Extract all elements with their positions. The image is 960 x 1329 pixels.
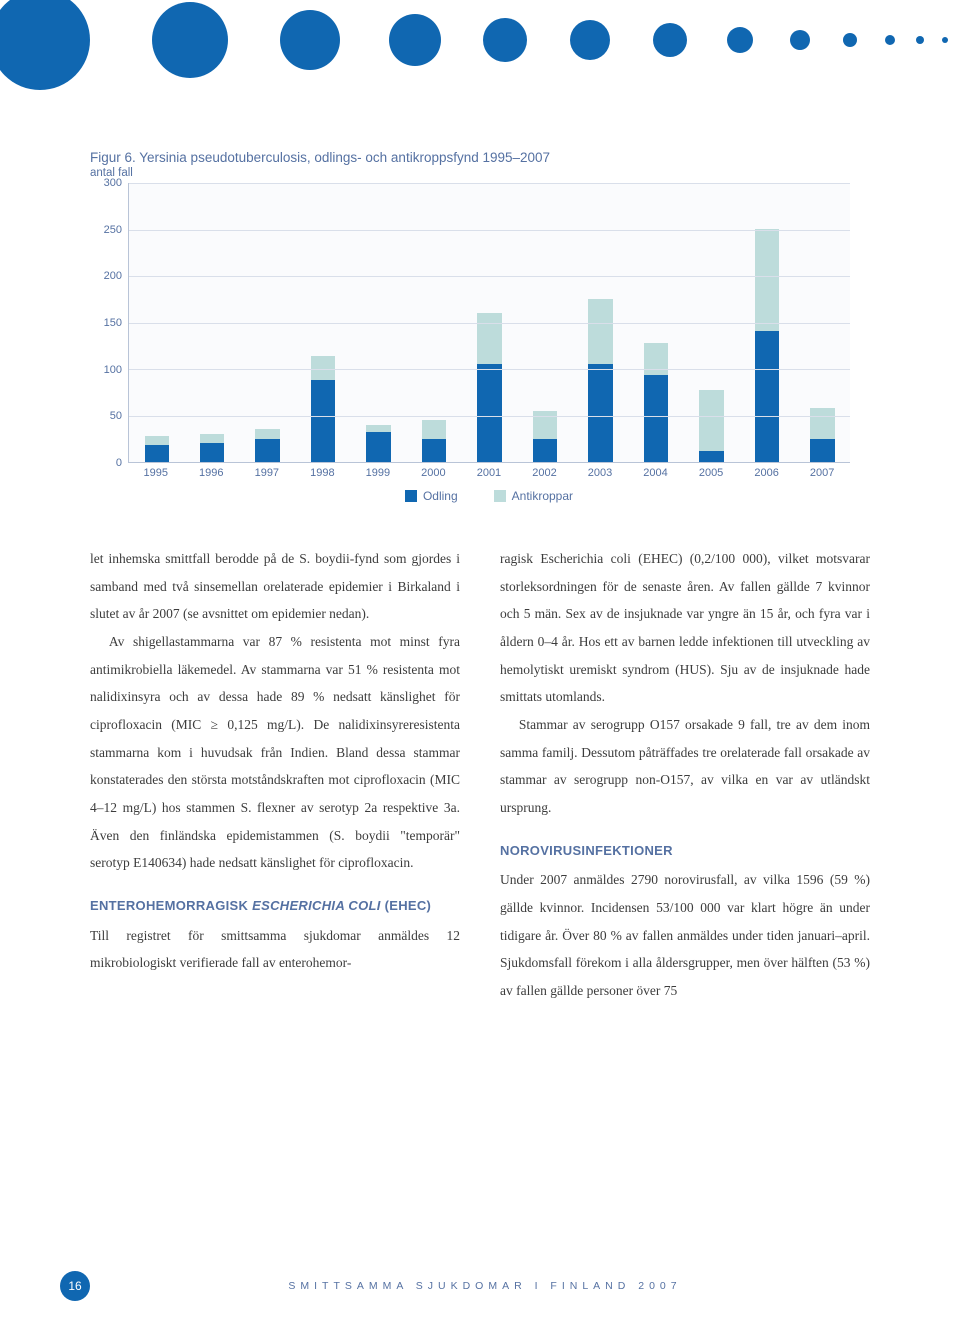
- bar-segment: [644, 343, 668, 376]
- bar-segment: [422, 439, 446, 462]
- chart-title: Figur 6. Yersinia pseudotuberculosis, od…: [90, 150, 870, 165]
- left-column: let inhemska smittfall berodde på de S. …: [90, 545, 460, 1005]
- bar-segment: [255, 439, 279, 462]
- bar: [366, 425, 390, 462]
- bar-segment: [311, 380, 335, 462]
- x-tick-label: 2002: [517, 467, 573, 479]
- bar-segment: [200, 434, 224, 443]
- x-tick-label: 2003: [572, 467, 628, 479]
- x-tick-label: 2006: [739, 467, 795, 479]
- chart-ylabel: antal fall: [90, 167, 870, 179]
- x-tick-label: 2005: [683, 467, 739, 479]
- page-footer: 16 SMITTSAMMA SJUKDOMAR I FINLAND 2007: [0, 1271, 960, 1301]
- bar-segment: [699, 390, 723, 451]
- bar: [255, 429, 279, 462]
- y-tick-label: 150: [104, 317, 122, 329]
- bar: [200, 434, 224, 462]
- bar-segment: [810, 439, 834, 462]
- bar: [477, 313, 501, 462]
- legend-item: Antikroppar: [494, 489, 573, 503]
- x-tick-label: 2000: [406, 467, 462, 479]
- y-tick-label: 100: [104, 364, 122, 376]
- x-tick-label: 1995: [128, 467, 184, 479]
- bar-segment: [311, 356, 335, 380]
- chart-legend: Odling Antikroppar: [128, 489, 850, 505]
- body-paragraph: Av shigellastammarna var 87 % resistenta…: [90, 628, 460, 877]
- x-axis: 1995199619971998199920002001200220032004…: [128, 467, 850, 479]
- legend-swatch: [494, 490, 506, 502]
- bar-segment: [588, 299, 612, 364]
- bar-segment: [644, 375, 668, 462]
- x-tick-label: 1997: [239, 467, 295, 479]
- page-content: Figur 6. Yersinia pseudotuberculosis, od…: [90, 150, 870, 1005]
- y-tick-label: 250: [104, 224, 122, 236]
- x-tick-label: 1999: [350, 467, 406, 479]
- bar-segment: [810, 408, 834, 439]
- body-columns: let inhemska smittfall berodde på de S. …: [90, 545, 870, 1005]
- legend-label: Antikroppar: [512, 489, 573, 503]
- right-column: ragisk Escherichia coli (EHEC) (0,2/100 …: [500, 545, 870, 1005]
- section-heading: ENTEROHEMORRAGISK ESCHERICHIA COLI (EHEC…: [90, 893, 460, 920]
- bar-segment: [588, 364, 612, 462]
- bar: [422, 420, 446, 462]
- bar: [644, 343, 668, 462]
- page-number-badge: 16: [60, 1271, 90, 1301]
- body-paragraph: Stammar av serogrupp O157 orsakade 9 fal…: [500, 711, 870, 822]
- section-heading: NOROVIRUSINFEKTIONER: [500, 838, 870, 865]
- stacked-bar-chart: 050100150200250300 199519961997199819992…: [90, 183, 850, 505]
- x-tick-label: 1996: [184, 467, 240, 479]
- body-paragraph: ragisk Escherichia coli (EHEC) (0,2/100 …: [500, 545, 870, 711]
- bar-segment: [255, 429, 279, 438]
- x-tick-label: 2007: [794, 467, 850, 479]
- y-tick-label: 50: [110, 410, 122, 422]
- y-tick-label: 0: [116, 457, 122, 469]
- bar-segment: [366, 425, 390, 432]
- bar: [533, 411, 557, 462]
- bar-segment: [755, 331, 779, 462]
- bar-segment: [422, 420, 446, 439]
- bar-segment: [699, 451, 723, 462]
- x-tick-label: 1998: [295, 467, 351, 479]
- bar-segment: [533, 439, 557, 462]
- x-tick-label: 2001: [461, 467, 517, 479]
- legend-label: Odling: [423, 489, 458, 503]
- body-paragraph: Till registret för smittsamma sjukdomar …: [90, 922, 460, 977]
- plot-area: [128, 183, 850, 463]
- bar-segment: [477, 364, 501, 462]
- body-paragraph: let inhemska smittfall berodde på de S. …: [90, 545, 460, 628]
- bar: [311, 356, 335, 462]
- bar-segment: [366, 432, 390, 462]
- y-tick-label: 200: [104, 270, 122, 282]
- footer-text: SMITTSAMMA SJUKDOMAR I FINLAND 2007: [90, 1280, 960, 1292]
- x-tick-label: 2004: [628, 467, 684, 479]
- header-circles-decoration: [0, 0, 960, 110]
- legend-swatch: [405, 490, 417, 502]
- y-axis: 050100150200250300: [90, 183, 128, 463]
- bar: [145, 436, 169, 462]
- bar: [755, 229, 779, 462]
- body-paragraph: Under 2007 anmäldes 2790 norovirusfall, …: [500, 866, 870, 1004]
- bar: [699, 390, 723, 462]
- bar-segment: [755, 229, 779, 332]
- bar-segment: [477, 313, 501, 364]
- y-tick-label: 300: [104, 177, 122, 189]
- bar-segment: [145, 445, 169, 462]
- legend-item: Odling: [405, 489, 458, 503]
- bar-segment: [145, 436, 169, 445]
- bar-segment: [200, 443, 224, 462]
